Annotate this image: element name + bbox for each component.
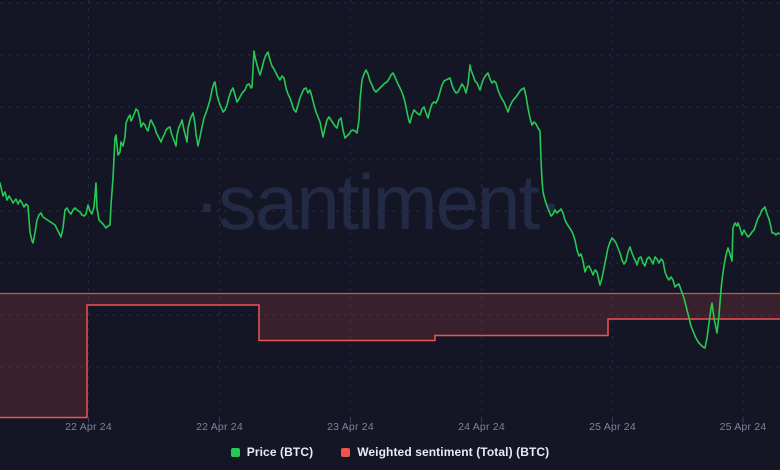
price-sentiment-plot[interactable]: ·santiment· — [0, 0, 780, 424]
sentiment-swatch-icon — [341, 447, 351, 457]
x-axis: 22 Apr 24 22 Apr 24 23 Apr 24 24 Apr 24 25 A… — [0, 421, 780, 437]
sentiment-area-fill — [0, 293, 780, 418]
price-line — [0, 50, 780, 349]
x-tick-label: 22 Apr 24 — [65, 421, 112, 433]
legend-label-price: Price (BTC) — [246, 445, 314, 459]
legend-item-weighted-sentiment[interactable]: Weighted sentiment (Total) (BTC) — [341, 445, 549, 459]
x-tick-label: 23 Apr 24 — [327, 421, 374, 433]
santiment-watermark: ·santiment· — [194, 158, 562, 246]
legend-item-price[interactable]: Price (BTC) — [230, 445, 314, 459]
legend: Price (BTC) Weighted sentiment (Total) (… — [0, 443, 780, 461]
x-tick-label: 25 Apr 24 — [719, 421, 767, 433]
x-tick-label: 24 Apr 24 — [458, 421, 505, 433]
x-tick-label: 25 Apr 24 — [589, 421, 636, 433]
legend-label-weighted-sentiment: Weighted sentiment (Total) (BTC) — [357, 445, 550, 459]
sentiment-step-line — [0, 304, 780, 419]
x-tick-label: 22 Apr 24 — [196, 421, 243, 433]
price-swatch-icon — [230, 447, 240, 457]
